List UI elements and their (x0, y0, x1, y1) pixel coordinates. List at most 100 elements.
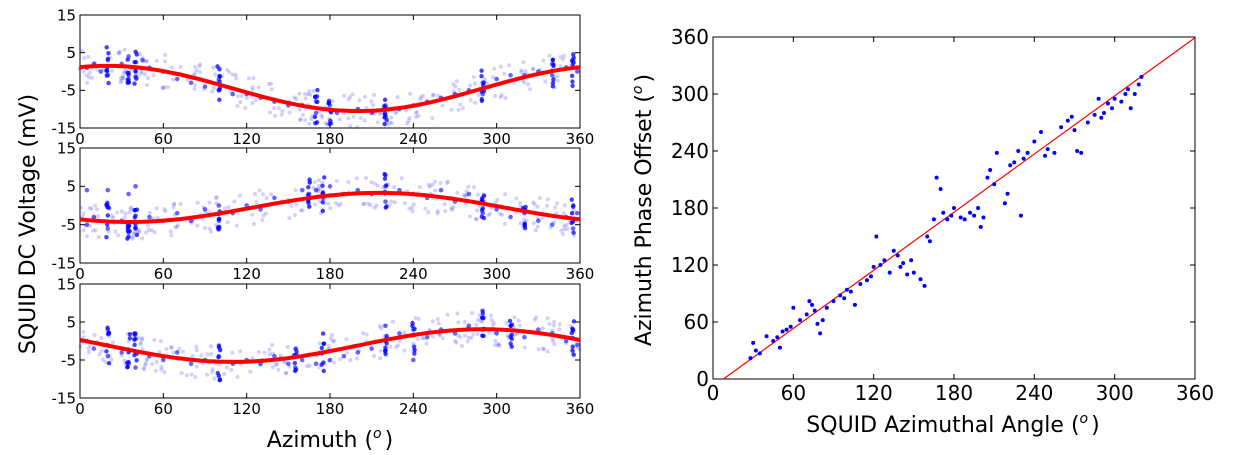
phase-offset-point (1096, 96, 1101, 101)
faint-measurement (346, 97, 351, 102)
faint-measurement (418, 95, 423, 100)
y-tick-label: 5 (66, 313, 76, 331)
faint-measurement (79, 48, 84, 53)
phase-offset-point (788, 324, 793, 329)
column-measurement (569, 73, 575, 79)
x-tick-label: 0 (75, 130, 85, 148)
faint-measurement (234, 76, 239, 81)
faint-measurement (115, 210, 120, 215)
y-tick-label: 120 (671, 253, 709, 277)
faint-measurement (81, 329, 86, 334)
phase-offset-point (780, 329, 785, 334)
phase-offset-point (1101, 111, 1106, 115)
faint-measurement (430, 319, 435, 324)
faint-measurement (262, 350, 267, 355)
faint-measurement (130, 235, 135, 240)
measurement-point (494, 76, 499, 82)
faint-measurement (491, 323, 496, 328)
phase-offset-point (1105, 101, 1110, 106)
x-tick-label: 240 (399, 130, 428, 148)
faint-measurement (89, 207, 94, 212)
faint-measurement (562, 53, 567, 58)
column-measurement (551, 77, 556, 82)
faint-measurement (416, 316, 421, 321)
faint-measurement (192, 71, 197, 76)
measurement-point (188, 361, 194, 367)
faint-measurement (294, 96, 299, 101)
faint-measurement (522, 80, 527, 85)
faint-measurement (123, 211, 128, 216)
faint-measurement (93, 228, 98, 233)
measurement-point (536, 327, 541, 332)
measurement-point (174, 350, 180, 355)
faint-measurement (555, 78, 560, 83)
column-measurement (306, 200, 311, 206)
faint-measurement (168, 229, 173, 234)
column-measurement (319, 362, 324, 367)
column-measurement (216, 226, 221, 231)
faint-measurement (149, 228, 154, 233)
y-tick-label: -15 (52, 389, 77, 407)
faint-measurement (338, 202, 343, 207)
phase-offset-point (927, 239, 932, 244)
faint-measurement (122, 47, 127, 52)
faint-measurement (458, 102, 463, 107)
faint-measurement (378, 356, 383, 361)
column-measurement (292, 368, 298, 374)
faint-measurement (552, 342, 557, 347)
faint-measurement (274, 362, 279, 367)
faint-measurement (152, 338, 157, 343)
faint-measurement (379, 326, 384, 331)
faint-measurement (137, 227, 142, 232)
column-measurement (523, 204, 528, 210)
faint-measurement (252, 221, 257, 226)
phase-offset-point (949, 213, 954, 218)
faint-measurement (530, 66, 535, 71)
column-measurement (126, 70, 131, 76)
column-measurement (320, 200, 325, 205)
measurement-point (574, 342, 580, 348)
measurement-point (105, 353, 111, 359)
faint-measurement (137, 335, 142, 340)
y-tick-label: 5 (66, 178, 76, 196)
measurement-point (216, 88, 222, 93)
faint-measurement (189, 372, 194, 377)
faint-measurement (473, 100, 478, 105)
faint-measurement (503, 192, 508, 197)
measurement-point (133, 365, 138, 370)
column-measurement (480, 333, 485, 338)
faint-measurement (84, 73, 89, 78)
phase-offset-point (784, 327, 789, 332)
faint-measurement (372, 181, 377, 186)
faint-measurement (475, 208, 480, 213)
phase-offset-point (874, 234, 879, 239)
faint-measurement (334, 178, 339, 183)
phase-offset-point (1052, 150, 1057, 155)
measurement-point (570, 57, 576, 63)
faint-measurement (128, 207, 133, 212)
faint-measurement (375, 183, 380, 188)
phase-offset-point (751, 340, 756, 345)
column-measurement (508, 341, 513, 346)
faint-measurement (540, 215, 545, 220)
phase-offset-point (938, 187, 943, 191)
faint-measurement (390, 319, 395, 324)
faint-measurement (226, 205, 231, 210)
faint-measurement (346, 116, 351, 121)
faint-measurement (81, 228, 86, 233)
phase-offset-point (753, 348, 758, 353)
measurement-point (216, 218, 222, 224)
measurement-point (383, 184, 388, 189)
phase-offset-point (962, 217, 967, 222)
column-measurement (320, 183, 325, 189)
faint-measurement (377, 324, 382, 329)
faint-measurement (163, 209, 168, 214)
faint-measurement (371, 354, 376, 359)
faint-measurement (354, 356, 359, 361)
measurement-point (522, 334, 527, 340)
faint-measurement (557, 327, 562, 332)
x-tick-label: 300 (482, 265, 511, 283)
faint-measurement (406, 118, 411, 123)
faint-measurement (312, 179, 317, 184)
faint-measurement (172, 202, 177, 207)
